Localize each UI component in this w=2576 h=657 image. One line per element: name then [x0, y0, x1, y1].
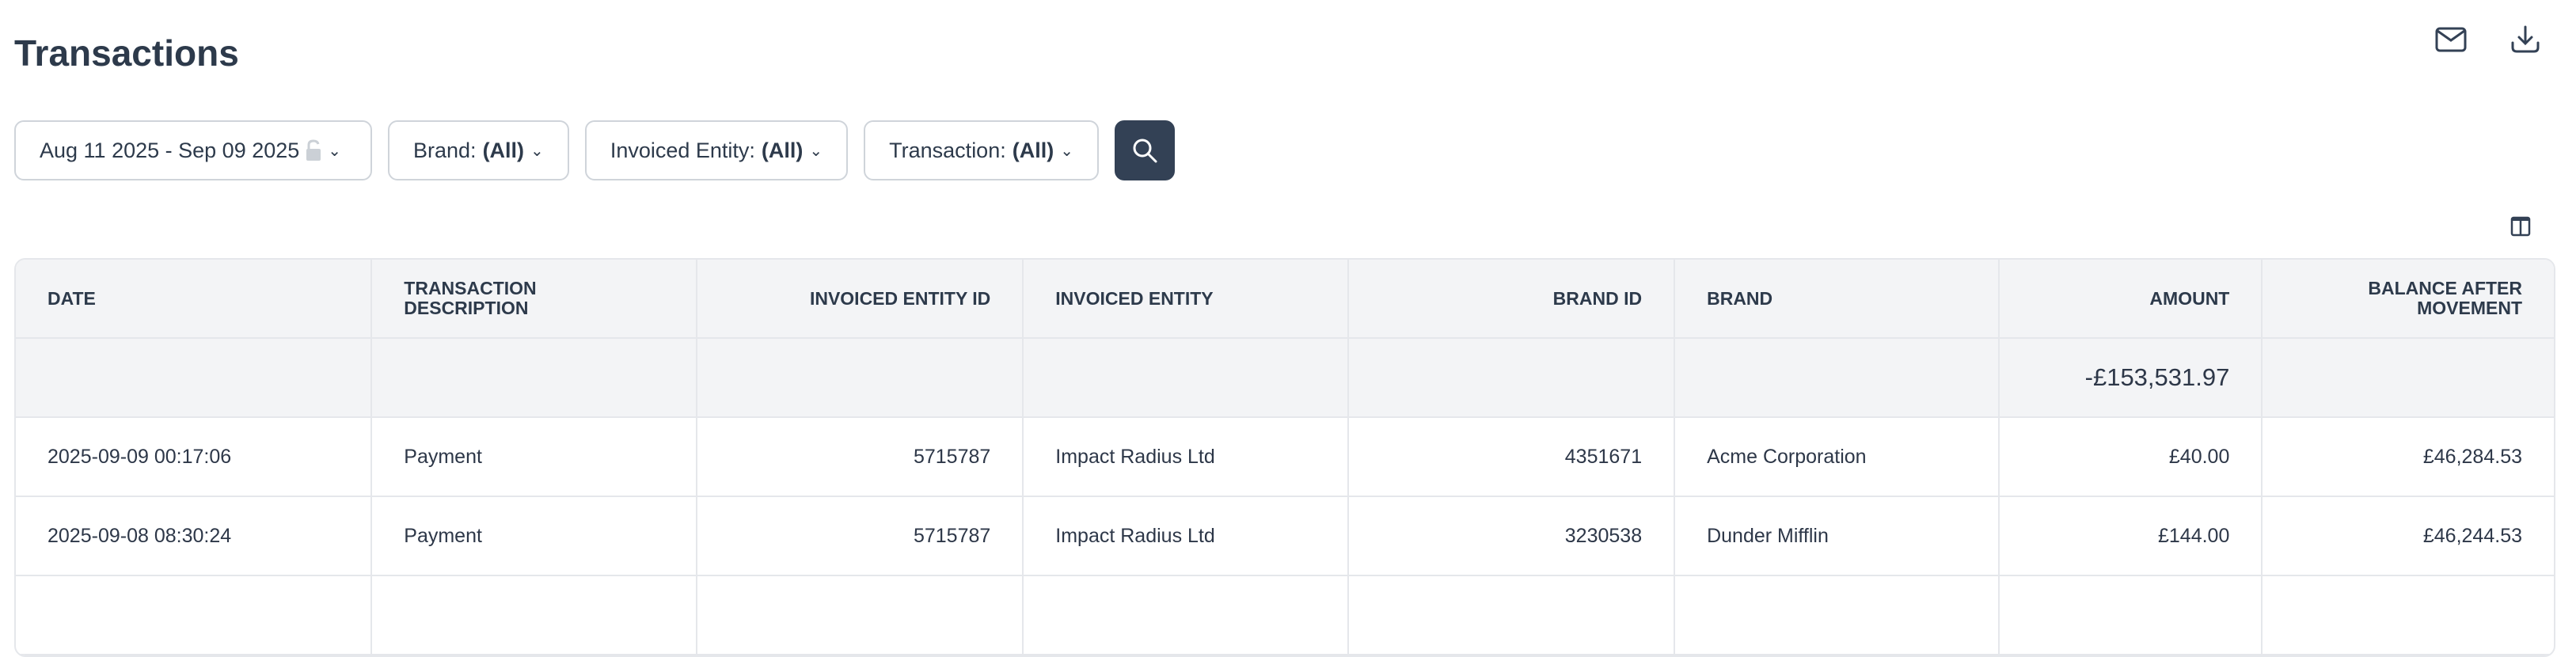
- cell-invoiced-entity-id: 5715787: [697, 418, 1024, 497]
- column-header-balance[interactable]: Balance After Movement: [2263, 260, 2554, 339]
- column-header-date[interactable]: Date: [16, 260, 373, 339]
- download-icon: [2511, 25, 2540, 53]
- page-title: Transactions: [14, 32, 239, 74]
- cell-invoiced-entity-id: [697, 576, 1024, 655]
- cell-amount: [1999, 576, 2263, 655]
- date-range-filter[interactable]: Aug 11 2025 - Sep 09 2025 ⌄: [14, 120, 372, 180]
- cell-invoiced-entity: [1024, 576, 1349, 655]
- transaction-filter-label: Transaction:: [889, 138, 1006, 162]
- date-range-value: Aug 11 2025 - Sep 09 2025: [40, 138, 300, 162]
- column-header-description[interactable]: Transaction Description: [372, 260, 697, 339]
- transaction-filter[interactable]: Transaction: (All) ⌄: [864, 120, 1099, 180]
- chevron-down-icon: ⌄: [530, 142, 544, 160]
- total-amount: -£153,531.97: [1999, 339, 2263, 418]
- cell-description: Payment: [372, 497, 697, 576]
- brand-filter-value: (All): [482, 138, 525, 162]
- email-button[interactable]: [2432, 21, 2470, 59]
- chevron-down-icon: ⌄: [328, 142, 342, 160]
- cell-brand-id: [1348, 576, 1676, 655]
- column-header-amount[interactable]: Amount: [1999, 260, 2263, 339]
- cell-brand-id: 4351671: [1348, 418, 1676, 497]
- column-header-invoiced-entity-id[interactable]: Invoiced Entity ID: [697, 260, 1024, 339]
- totals-row: -£153,531.97: [16, 339, 2554, 418]
- table-header-row: Date Transaction Description Invoiced En…: [16, 260, 2554, 339]
- columns-icon: [2510, 216, 2531, 237]
- download-button[interactable]: [2506, 21, 2544, 59]
- entity-filter-value: (All): [761, 138, 804, 162]
- cell-amount: £40.00: [1999, 418, 2263, 497]
- cell-description: Payment: [372, 418, 697, 497]
- cell-amount: £144.00: [1999, 497, 2263, 576]
- brand-filter-label: Brand:: [413, 138, 477, 162]
- cell-brand: Acme Corporation: [1675, 418, 2000, 497]
- mail-icon: [2435, 27, 2467, 52]
- cell-date: 2025-09-08 08:30:24: [16, 497, 373, 576]
- unlock-icon: [306, 139, 321, 161]
- table-row[interactable]: 2025-09-08 08:30:24 Payment 5715787 Impa…: [16, 497, 2554, 576]
- chevron-down-icon: ⌄: [809, 142, 823, 160]
- column-header-brand[interactable]: Brand: [1675, 260, 2000, 339]
- chevron-down-icon: ⌄: [1060, 142, 1073, 160]
- search-button[interactable]: [1114, 120, 1175, 180]
- cell-balance: £46,244.53: [2263, 497, 2554, 576]
- cell-brand: Dunder Mifflin: [1675, 497, 2000, 576]
- cell-date: 2025-09-09 00:17:06: [16, 418, 373, 497]
- cell-invoiced-entity: Impact Radius Ltd: [1024, 497, 1349, 576]
- cell-invoiced-entity-id: 5715787: [697, 497, 1024, 576]
- table-row[interactable]: [16, 576, 2554, 655]
- column-header-brand-id[interactable]: Brand ID: [1348, 260, 1676, 339]
- cell-balance: £46,284.53: [2263, 418, 2554, 497]
- cell-description: [372, 576, 697, 655]
- cell-brand: [1675, 576, 2000, 655]
- columns-button[interactable]: [2502, 207, 2540, 245]
- entity-filter-label: Invoiced Entity:: [610, 138, 755, 162]
- cell-date: [16, 576, 373, 655]
- cell-brand-id: 3230538: [1348, 497, 1676, 576]
- column-header-invoiced-entity[interactable]: Invoiced Entity: [1024, 260, 1349, 339]
- search-icon: [1133, 139, 1157, 163]
- cell-invoiced-entity: Impact Radius Ltd: [1024, 418, 1349, 497]
- transactions-table: Date Transaction Description Invoiced En…: [14, 258, 2555, 657]
- cell-balance: [2263, 576, 2554, 655]
- table-row[interactable]: 2025-09-09 00:17:06 Payment 5715787 Impa…: [16, 418, 2554, 497]
- invoiced-entity-filter[interactable]: Invoiced Entity: (All) ⌄: [584, 120, 849, 180]
- transaction-filter-value: (All): [1012, 138, 1054, 162]
- brand-filter[interactable]: Brand: (All) ⌄: [388, 120, 569, 180]
